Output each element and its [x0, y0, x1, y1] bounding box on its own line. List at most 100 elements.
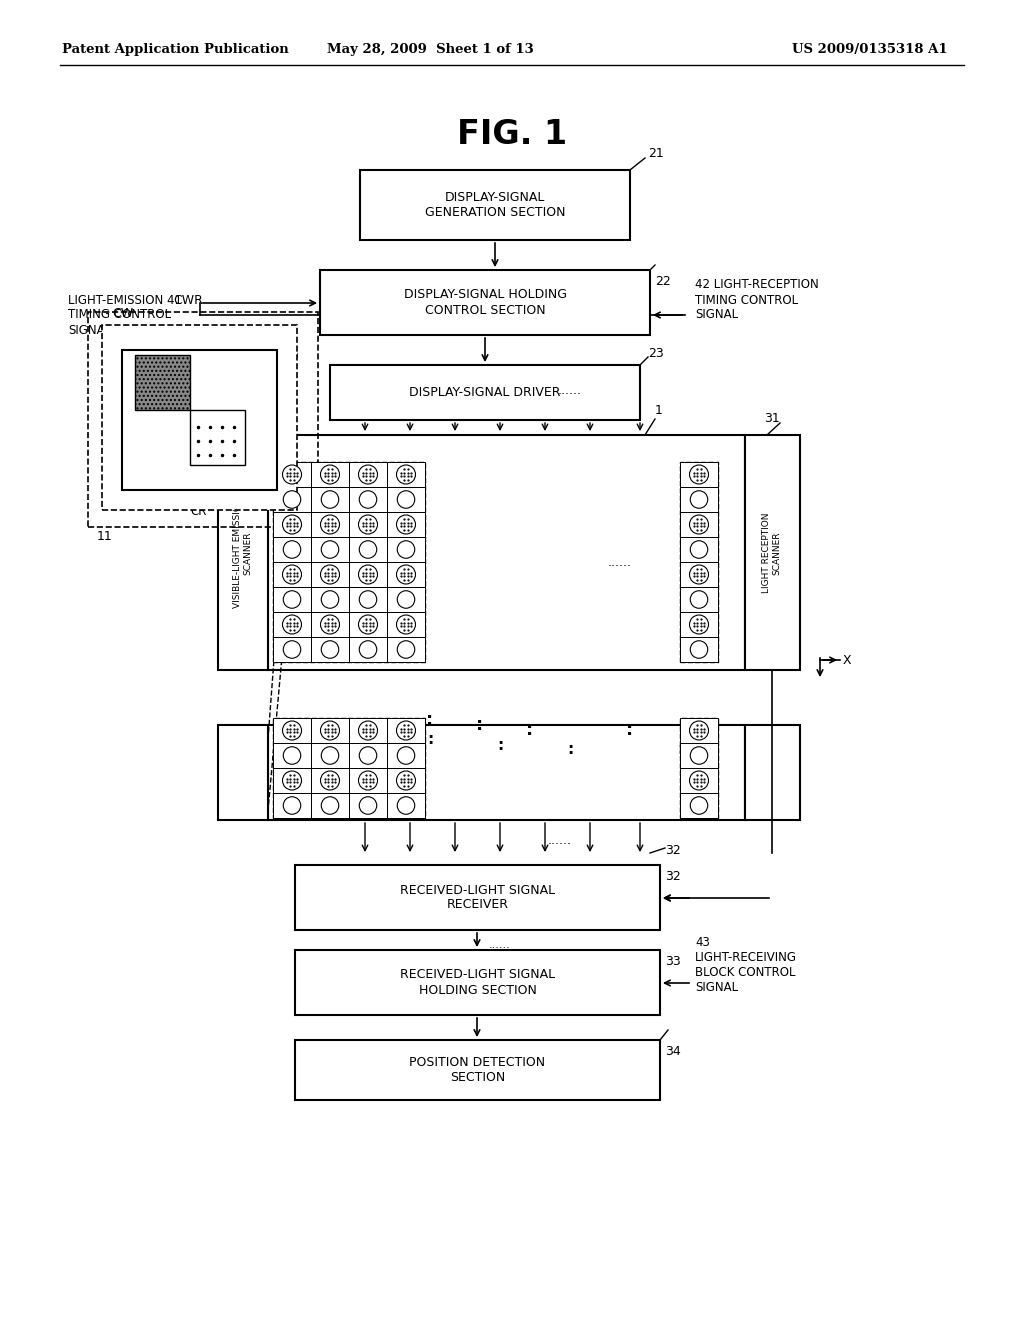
Circle shape	[358, 615, 378, 634]
Text: 23: 23	[648, 347, 664, 360]
Bar	[349, 587, 387, 612]
Circle shape	[690, 640, 708, 659]
Bar	[680, 612, 718, 638]
Circle shape	[322, 797, 339, 814]
Bar	[387, 768, 425, 793]
Circle shape	[396, 465, 416, 484]
Text: VISIBLE-LIGHT EMISSION
SCANNER: VISIBLE-LIGHT EMISSION SCANNER	[233, 498, 253, 609]
Circle shape	[690, 591, 708, 609]
Circle shape	[322, 491, 339, 508]
Bar	[680, 793, 718, 818]
Bar	[268, 436, 745, 671]
Text: ......: ......	[548, 833, 572, 846]
Circle shape	[689, 615, 709, 634]
Bar	[349, 612, 387, 638]
Bar	[273, 487, 311, 512]
Bar	[680, 768, 718, 793]
Bar	[387, 537, 425, 562]
Bar	[311, 587, 349, 612]
Circle shape	[397, 591, 415, 609]
Bar	[349, 793, 387, 818]
Circle shape	[359, 541, 377, 558]
Text: 34: 34	[665, 1045, 681, 1059]
Text: 32: 32	[665, 843, 681, 857]
Circle shape	[689, 515, 709, 535]
Text: 11: 11	[97, 531, 113, 543]
Text: X: X	[843, 653, 852, 667]
Bar	[218, 436, 268, 671]
Circle shape	[396, 515, 416, 535]
Text: DISPLAY-SIGNAL
GENERATION SECTION: DISPLAY-SIGNAL GENERATION SECTION	[425, 191, 565, 219]
Circle shape	[358, 771, 378, 789]
Circle shape	[359, 640, 377, 659]
Circle shape	[358, 721, 378, 741]
Bar	[273, 537, 311, 562]
Bar	[745, 725, 800, 820]
Bar	[330, 366, 640, 420]
Bar	[295, 950, 660, 1015]
Bar	[349, 718, 387, 743]
Circle shape	[359, 591, 377, 609]
Bar	[387, 587, 425, 612]
Text: 1: 1	[655, 404, 663, 417]
Text: Patent Application Publication: Patent Application Publication	[62, 44, 289, 57]
Text: :: :	[627, 721, 634, 739]
Circle shape	[397, 541, 415, 558]
Bar	[273, 587, 311, 612]
Circle shape	[322, 591, 339, 609]
Bar	[387, 512, 425, 537]
Text: 21: 21	[648, 147, 664, 160]
Circle shape	[283, 565, 301, 583]
Text: FIG. 1: FIG. 1	[457, 119, 567, 152]
Circle shape	[321, 465, 340, 484]
Bar	[745, 436, 800, 671]
Text: US 2009/0135318 A1: US 2009/0135318 A1	[793, 44, 948, 57]
Text: ......: ......	[558, 384, 582, 396]
Bar	[295, 1040, 660, 1100]
Bar	[311, 743, 349, 768]
Bar	[273, 638, 311, 663]
Circle shape	[358, 515, 378, 535]
Bar	[273, 612, 311, 638]
Bar	[273, 743, 311, 768]
Circle shape	[690, 747, 708, 764]
Bar	[311, 718, 349, 743]
Circle shape	[322, 640, 339, 659]
Bar	[360, 170, 630, 240]
Bar	[135, 355, 190, 411]
Text: LIGHT RECEPTION
SCANNER: LIGHT RECEPTION SCANNER	[762, 512, 781, 593]
Bar	[273, 462, 425, 663]
Bar	[680, 718, 718, 743]
Bar	[349, 638, 387, 663]
Circle shape	[359, 797, 377, 814]
Circle shape	[358, 565, 378, 583]
Circle shape	[284, 797, 301, 814]
Text: :: :	[427, 733, 433, 747]
Text: 43
LIGHT-RECEIVING
BLOCK CONTROL
SIGNAL: 43 LIGHT-RECEIVING BLOCK CONTROL SIGNAL	[695, 936, 797, 994]
Bar	[218, 725, 268, 820]
Circle shape	[321, 515, 340, 535]
Circle shape	[397, 491, 415, 508]
Bar	[680, 512, 718, 537]
Text: :: :	[526, 721, 534, 739]
Bar	[311, 638, 349, 663]
Bar	[311, 487, 349, 512]
Circle shape	[284, 640, 301, 659]
Circle shape	[283, 615, 301, 634]
Text: 32: 32	[665, 870, 681, 883]
Bar	[102, 325, 297, 510]
Bar	[349, 512, 387, 537]
Bar	[387, 718, 425, 743]
Bar	[680, 537, 718, 562]
Text: CW: CW	[112, 308, 133, 319]
Bar	[311, 537, 349, 562]
Circle shape	[322, 541, 339, 558]
Text: ......: ......	[489, 940, 511, 950]
Text: :: :	[476, 715, 483, 734]
Bar	[680, 462, 718, 487]
Circle shape	[321, 721, 340, 741]
Circle shape	[689, 565, 709, 583]
Bar	[387, 612, 425, 638]
Bar	[268, 725, 745, 820]
Bar	[273, 562, 311, 587]
